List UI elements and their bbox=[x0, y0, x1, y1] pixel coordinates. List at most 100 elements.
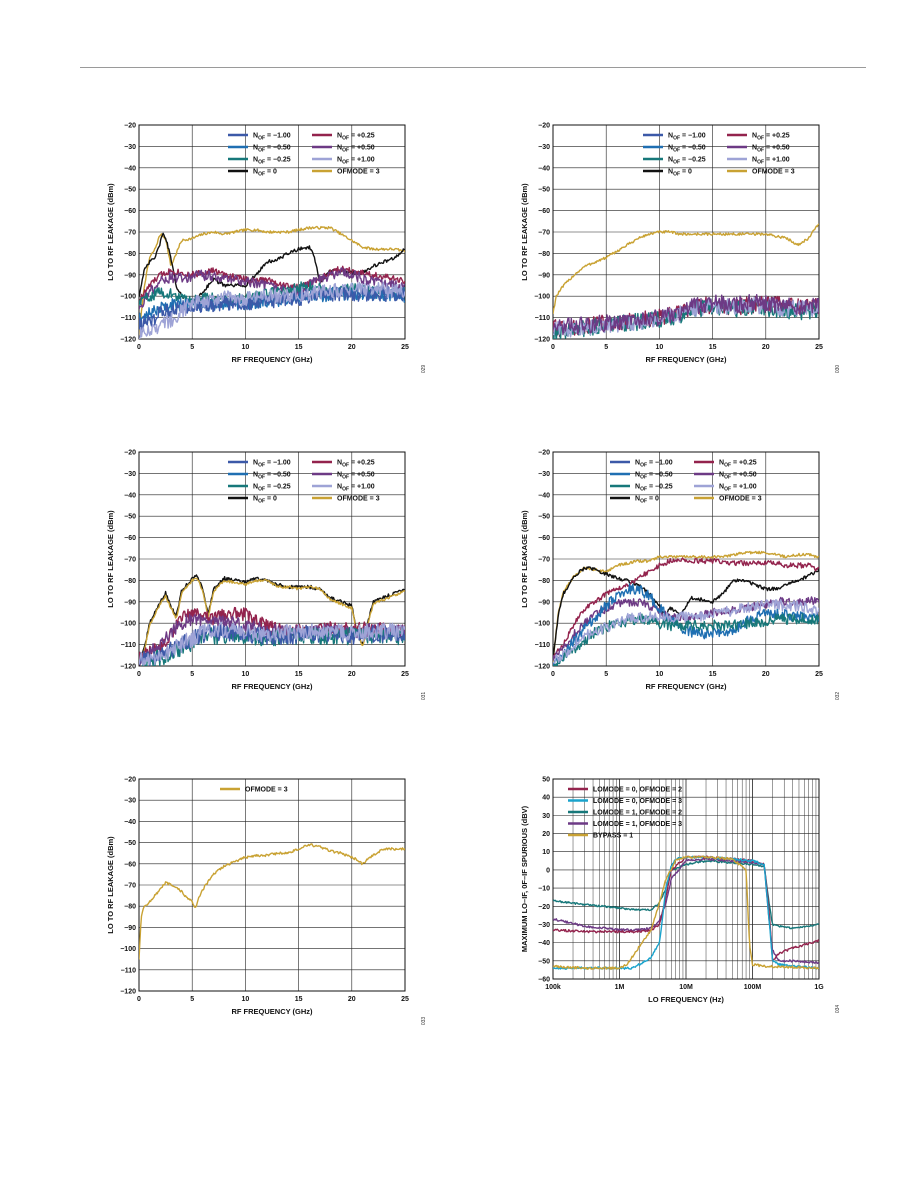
legend-label: NOF = +0.25 bbox=[719, 460, 757, 469]
x-tick-label: 1G bbox=[814, 984, 824, 991]
y-tick-label: −50 bbox=[124, 514, 136, 521]
x-tick-label: 100k bbox=[545, 984, 561, 991]
y-tick-label: −70 bbox=[538, 557, 550, 564]
legend-label: NOF = −1.00 bbox=[668, 133, 706, 142]
y-tick-label: −40 bbox=[538, 165, 550, 172]
legend-label: NOF = −0.25 bbox=[253, 484, 291, 493]
y-tick-label: −100 bbox=[120, 294, 136, 301]
x-tick-label: 100M bbox=[744, 984, 762, 991]
legend-label: NOF = +1.00 bbox=[752, 157, 790, 166]
series-group bbox=[553, 550, 819, 666]
y-tick-label: −90 bbox=[538, 599, 550, 606]
y-tick-label: −100 bbox=[120, 946, 136, 953]
x-tick-label: 10M bbox=[679, 984, 693, 991]
legend: NOF = −1.00 NOF = +0.25 NOF = −0.50 NOF = +… bbox=[228, 133, 380, 178]
y-tick-label: −80 bbox=[124, 904, 136, 911]
y-tick-label: −40 bbox=[124, 819, 136, 826]
y-tick-label: −80 bbox=[538, 578, 550, 585]
legend-label: NOF = −0.25 bbox=[253, 157, 291, 166]
y-tick-label: −110 bbox=[121, 315, 136, 322]
legend-label: NOF = +1.00 bbox=[719, 484, 757, 493]
y-tick-label: −30 bbox=[124, 471, 136, 478]
y-tick-label: −110 bbox=[535, 642, 550, 649]
y-tick-label: −70 bbox=[124, 557, 136, 564]
legend-label: NOF = −1.00 bbox=[253, 133, 291, 142]
legend: LOMODE = 0, OFMODE = 2 LOMODE = 0, OFMODE… bbox=[568, 787, 682, 840]
y-tick-label: −60 bbox=[538, 208, 550, 215]
legend-label: NOF = 0 bbox=[253, 496, 277, 505]
page-header-rule bbox=[80, 67, 866, 68]
x-axis-label: RF FREQUENCY (GHz) bbox=[231, 682, 313, 691]
legend-label: OFMODE = 3 bbox=[337, 496, 380, 503]
y-tick-label: −100 bbox=[534, 621, 550, 628]
y-tick-label: −80 bbox=[538, 251, 550, 258]
y-tick-label: −10 bbox=[538, 886, 550, 893]
x-tick-label: 20 bbox=[762, 671, 770, 678]
series-line bbox=[553, 557, 819, 659]
y-tick-label: −60 bbox=[124, 535, 136, 542]
y-tick-label: −30 bbox=[538, 144, 550, 151]
y-tick-label: −50 bbox=[538, 187, 550, 194]
x-tick-label: 1M bbox=[615, 984, 625, 991]
x-tick-label: 15 bbox=[295, 996, 303, 1003]
legend: NOF = −1.00 NOF = +0.25 NOF = −0.50 NOF = +… bbox=[643, 133, 795, 178]
x-tick-label: 15 bbox=[295, 671, 303, 678]
legend-label: NOF = −0.50 bbox=[253, 472, 291, 481]
y-tick-label: −20 bbox=[538, 904, 550, 911]
y-axis-label: MAXIMUM LO–IF, 0F–IF SPURIOUS (dBV) bbox=[520, 805, 529, 952]
series-line bbox=[139, 281, 405, 339]
y-tick-label: −50 bbox=[124, 840, 136, 847]
figure-number: 033 bbox=[421, 1017, 427, 1026]
plot-frame bbox=[138, 778, 406, 992]
series-line bbox=[139, 577, 405, 665]
legend-label: OFMODE = 3 bbox=[719, 496, 762, 503]
x-tick-label: 0 bbox=[551, 344, 555, 351]
y-tick-label: −30 bbox=[538, 471, 550, 478]
series-line bbox=[553, 566, 819, 661]
x-tick-label: 10 bbox=[242, 671, 250, 678]
y-tick-label: −80 bbox=[124, 578, 136, 585]
legend-label: LOMODE = 1, OFMODE = 2 bbox=[593, 810, 682, 817]
y-tick-label: −120 bbox=[120, 664, 136, 671]
y-tick-label: −100 bbox=[534, 294, 550, 301]
y-tick-label: −20 bbox=[124, 777, 136, 784]
y-tick-label: −40 bbox=[538, 940, 550, 947]
x-tick-label: 5 bbox=[190, 671, 194, 678]
legend-label: NOF = −0.50 bbox=[253, 145, 291, 154]
y-axis-label: LO TO RF LEAKAGE (dBm) bbox=[520, 510, 529, 608]
plot-frame bbox=[552, 778, 820, 980]
legend-label: NOF = −1.00 bbox=[635, 460, 673, 469]
legend-label: NOF = 0 bbox=[668, 169, 692, 178]
legend-label: NOF = 0 bbox=[253, 169, 277, 178]
figure-number: 032 bbox=[835, 692, 841, 701]
series-line bbox=[139, 265, 405, 303]
legend-label: NOF = 0 bbox=[635, 496, 659, 505]
gridlines bbox=[138, 778, 406, 992]
figure-number: 029 bbox=[421, 365, 427, 374]
y-tick-label: −20 bbox=[124, 123, 136, 130]
x-axis-label: RF FREQUENCY (GHz) bbox=[645, 682, 727, 691]
legend: NOF = −1.00 NOF = +0.25 NOF = −0.50 NOF = +… bbox=[228, 460, 380, 505]
x-tick-label: 15 bbox=[709, 344, 717, 351]
x-axis-label: RF FREQUENCY (GHz) bbox=[645, 355, 727, 364]
legend-label: BYPASS = 1 bbox=[593, 833, 633, 840]
figure-number: 034 bbox=[835, 1005, 841, 1014]
series-line bbox=[553, 599, 819, 664]
y-tick-label: −110 bbox=[121, 967, 136, 974]
x-tick-label: 15 bbox=[295, 344, 303, 351]
x-tick-label: 25 bbox=[815, 671, 823, 678]
x-axis-label: LO FREQUENCY (Hz) bbox=[648, 995, 724, 1004]
legend-label: NOF = +1.00 bbox=[337, 484, 375, 493]
legend-label: NOF = +0.25 bbox=[337, 133, 375, 142]
series-line bbox=[553, 857, 819, 965]
y-tick-label: 0 bbox=[546, 867, 550, 874]
legend: NOF = −1.00 NOF = +0.25 NOF = −0.50 NOF = +… bbox=[610, 460, 762, 505]
legend-label: OFMODE = 3 bbox=[245, 787, 288, 794]
series-line bbox=[141, 626, 405, 666]
y-tick-label: −20 bbox=[538, 123, 550, 130]
x-axis-label: RF FREQUENCY (GHz) bbox=[231, 1007, 313, 1016]
